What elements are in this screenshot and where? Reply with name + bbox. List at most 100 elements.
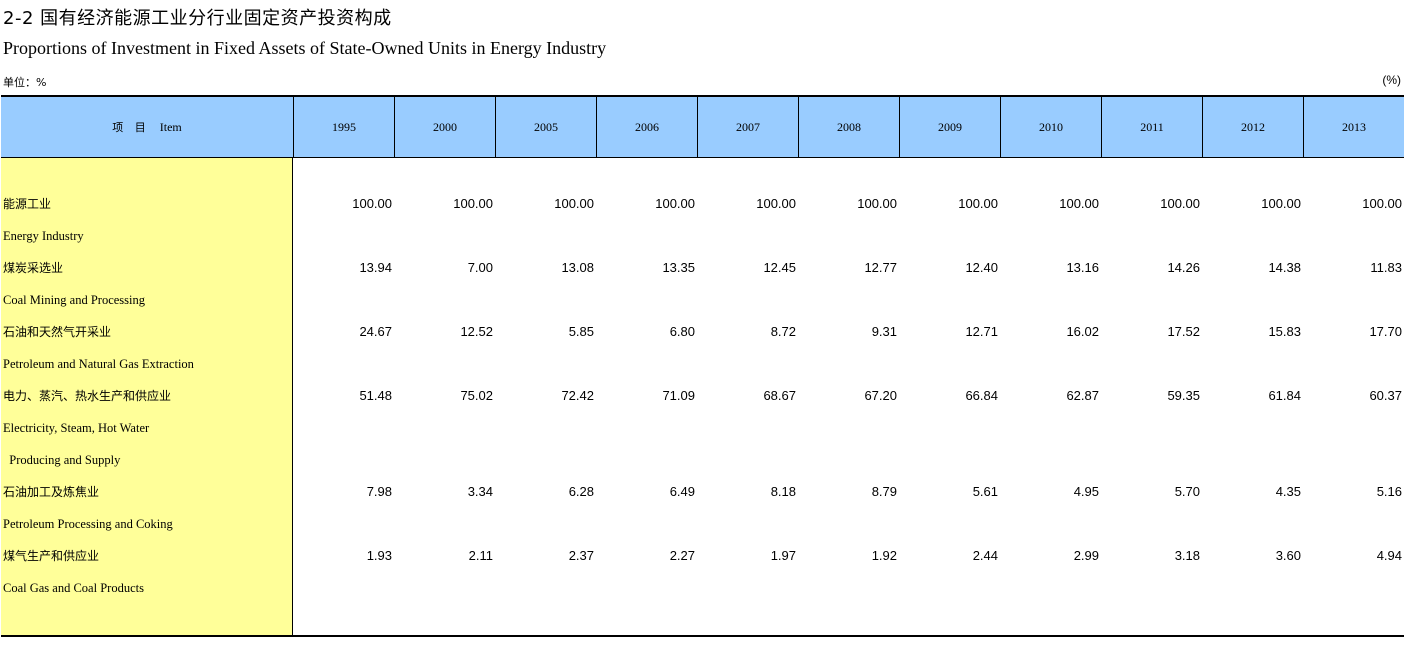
table-cell-value: 11.83 — [1370, 260, 1402, 275]
table-cell-value: 13.16 — [1066, 260, 1099, 275]
header-year-2008: 2008 — [798, 97, 899, 157]
table-cell-value: 4.94 — [1376, 548, 1402, 563]
table-cell-value: 6.28 — [568, 484, 594, 499]
header-year-2007: 2007 — [697, 97, 798, 157]
row-label-cn: 石油加工及炼焦业 — [3, 485, 100, 499]
table-title-cn: 2-2 国有经济能源工业分行业固定资产投资构成 — [3, 8, 392, 29]
table-cell-value: 66.84 — [965, 388, 998, 403]
table-cell-value: 3.60 — [1275, 548, 1301, 563]
table-cell-value: 51.48 — [359, 388, 392, 403]
table-cell-value: 100.00 — [756, 196, 796, 211]
table-cell-value: 6.49 — [669, 484, 695, 499]
table-cell-value: 12.45 — [763, 260, 796, 275]
header-year-2005: 2005 — [495, 97, 596, 157]
table-cell-value: 17.52 — [1167, 324, 1200, 339]
header-year-2013: 2013 — [1303, 97, 1404, 157]
row-label-en: Coal Mining and Processing — [3, 293, 146, 307]
unit-label: 单位：% — [3, 76, 47, 89]
table-cell-value: 15.83 — [1268, 324, 1301, 339]
table-cell-value: 3.34 — [467, 484, 493, 499]
header-year-1995: 1995 — [293, 97, 394, 157]
table-cell-value: 5.16 — [1376, 484, 1402, 499]
table-cell-value: 100.00 — [352, 196, 392, 211]
table-cell-value: 100.00 — [554, 196, 594, 211]
row-label-en: Electricity, Steam, Hot Water — [3, 421, 150, 435]
table-cell-value: 8.72 — [770, 324, 796, 339]
table-cell-value: 14.38 — [1268, 260, 1301, 275]
row-label-cn: 石油和天然气开采业 — [3, 325, 112, 339]
table-cell-value: 8.18 — [770, 484, 796, 499]
table-cell-value: 100.00 — [1362, 196, 1402, 211]
table-cell-value: 67.20 — [864, 388, 897, 403]
table-cell-value: 100.00 — [857, 196, 897, 211]
table-title-en: Proportions of Investment in Fixed Asset… — [3, 38, 607, 58]
row-label-en: Producing and Supply — [3, 453, 121, 467]
row-label-en: Energy Industry — [3, 229, 84, 243]
header-year-2010: 2010 — [1000, 97, 1101, 157]
header-year-2011: 2011 — [1101, 97, 1202, 157]
table-cell-value: 100.00 — [655, 196, 695, 211]
table-cell-value: 59.35 — [1167, 388, 1200, 403]
table-cell-value: 9.31 — [871, 324, 897, 339]
table-cell-value: 2.11 — [468, 548, 493, 563]
table-cell-value: 12.77 — [864, 260, 897, 275]
table-cell-value: 1.92 — [871, 548, 897, 563]
table-cell-value: 60.37 — [1369, 388, 1402, 403]
header-item-cn: 项 目 — [112, 121, 150, 134]
unit-percent-label: (%) — [1382, 73, 1401, 87]
table-cell-value: 100.00 — [958, 196, 998, 211]
table-cell-value: 1.97 — [770, 548, 796, 563]
row-label-en: Petroleum Processing and Coking — [3, 517, 173, 531]
table-cell-value: 5.85 — [568, 324, 594, 339]
row-label-en: Coal Gas and Coal Products — [3, 581, 144, 595]
table-cell-value: 13.94 — [359, 260, 392, 275]
table-cell-value: 3.18 — [1174, 548, 1200, 563]
table-cell-value: 62.87 — [1066, 388, 1099, 403]
row-label-cn: 电力、蒸汽、热水生产和供应业 — [3, 389, 172, 403]
table-cell-value: 1.93 — [366, 548, 392, 563]
header-year-2000: 2000 — [394, 97, 495, 157]
table-cell-value: 100.00 — [1160, 196, 1200, 211]
header-year-2006: 2006 — [596, 97, 697, 157]
header-year-2009: 2009 — [899, 97, 1000, 157]
table-cell-value: 5.70 — [1174, 484, 1200, 499]
table-cell-value: 2.44 — [972, 548, 998, 563]
table-cell-value: 14.26 — [1167, 260, 1200, 275]
table-bottom-rule — [1, 635, 1404, 637]
table-cell-value: 4.95 — [1073, 484, 1099, 499]
table-cell-value: 16.02 — [1066, 324, 1099, 339]
row-label-cn: 能源工业 — [3, 197, 52, 211]
table-cell-value: 13.08 — [561, 260, 594, 275]
header-item-cell: 项 目 Item — [1, 97, 293, 157]
table-cell-value: 100.00 — [1059, 196, 1099, 211]
table-cell-value: 71.09 — [662, 388, 695, 403]
table-body: 能源工业 100.00 100.00 100.00 100.00 100.00 100.00… — [1, 158, 1404, 635]
header-item-en: Item — [159, 119, 182, 134]
table-cell-value: 75.02 — [460, 388, 493, 403]
row-label-en: Petroleum and Natural Gas Extraction — [3, 357, 194, 371]
table-cell-value: 2.37 — [568, 548, 594, 563]
label-column — [1, 158, 293, 635]
table-cell-value: 24.67 — [359, 324, 392, 339]
table-cell-value: 2.99 — [1073, 548, 1099, 563]
table-cell-value: 4.35 — [1275, 484, 1301, 499]
table-cell-value: 13.35 — [662, 260, 695, 275]
table-cell-value: 7.00 — [467, 260, 493, 275]
table-cell-value: 12.40 — [965, 260, 998, 275]
table-cell-value: 2.27 — [669, 548, 695, 563]
table-top-rule — [1, 95, 1404, 97]
table-cell-value: 7.98 — [366, 484, 392, 499]
table-cell-value: 12.71 — [965, 324, 998, 339]
table-cell-value: 72.42 — [561, 388, 594, 403]
row-label-cn: 煤气生产和供应业 — [3, 549, 100, 563]
table-cell-value: 61.84 — [1268, 388, 1301, 403]
table-cell-value: 17.70 — [1369, 324, 1402, 339]
table-cell-value: 6.80 — [669, 324, 695, 339]
row-label-cn: 煤炭采选业 — [3, 261, 64, 275]
table-cell-value: 68.67 — [763, 388, 796, 403]
table-cell-value: 100.00 — [1261, 196, 1301, 211]
table-cell-value: 8.79 — [871, 484, 897, 499]
header-year-2012: 2012 — [1202, 97, 1303, 157]
table-cell-value: 12.52 — [460, 324, 493, 339]
table-header: 项 目 Item 1995 2000 2005 2006 2007 2008 2009 201… — [1, 97, 1404, 158]
